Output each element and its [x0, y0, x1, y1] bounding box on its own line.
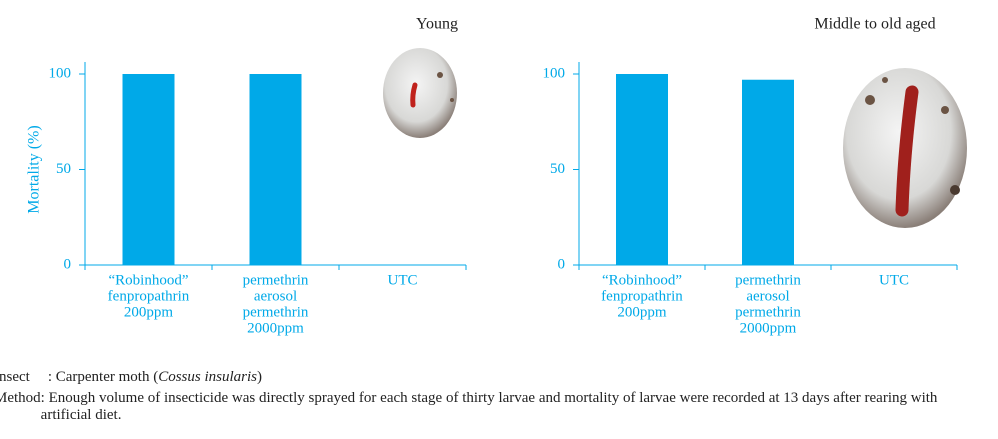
y-tick-label: 50	[550, 161, 565, 177]
bar	[249, 74, 302, 265]
y-tick-label: 0	[64, 256, 72, 272]
note-text: : Carpenter moth (	[47, 369, 159, 385]
x-tick-label: aerosol	[746, 288, 789, 304]
species: Cossus insularis	[158, 369, 258, 385]
x-tick-label: permethrin	[243, 304, 309, 320]
x-tick-label: fenpropathrin	[601, 288, 683, 304]
note-insect: Insect : Carpenter moth (Cossus insularis…	[0, 369, 262, 386]
y-tick-label: 100	[49, 65, 72, 81]
bar	[742, 79, 794, 265]
x-tick-label: UTC	[388, 272, 418, 288]
note-text: : Enough volume of insecticide was direc…	[40, 390, 938, 423]
note-label: Insect	[0, 369, 30, 385]
note-method: Method: Enough volume of insecticide was…	[0, 390, 998, 424]
bar	[616, 74, 668, 265]
photo-old	[843, 68, 967, 228]
x-tick-label: UTC	[879, 272, 909, 288]
y-tick-label: 50	[56, 161, 71, 177]
x-tick-label: 2000ppm	[247, 320, 304, 336]
x-tick-label: permethrin	[735, 272, 801, 288]
bar	[122, 74, 175, 265]
x-tick-label: 200ppm	[124, 304, 174, 320]
y-tick-label: 0	[558, 256, 566, 272]
x-tick-label: permethrin	[243, 272, 309, 288]
x-tick-label: permethrin	[735, 304, 801, 320]
chart-title: Middle to old aged	[814, 16, 935, 33]
y-axis-label: Mortality (%)	[26, 125, 43, 213]
x-tick-label: 2000ppm	[740, 320, 797, 336]
x-tick-label: “Robinhood”	[109, 272, 189, 288]
x-tick-label: aerosol	[254, 288, 297, 304]
note-label: Method	[0, 390, 41, 406]
x-tick-label: 200ppm	[617, 304, 667, 320]
photo-young	[383, 48, 457, 138]
x-tick-label: “Robinhood”	[602, 272, 682, 288]
chart-title: Young	[416, 16, 458, 33]
y-tick-label: 100	[543, 65, 566, 81]
note-text: )	[257, 369, 263, 385]
x-tick-label: fenpropathrin	[108, 288, 190, 304]
